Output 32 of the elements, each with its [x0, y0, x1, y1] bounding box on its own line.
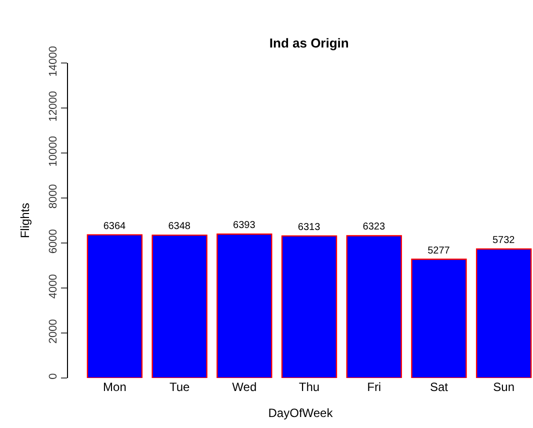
bar	[411, 258, 467, 378]
bar	[346, 235, 402, 378]
data-label: 6323	[362, 222, 386, 233]
x-tick-label: Fri	[367, 380, 382, 394]
y-tick-label: 14000	[48, 46, 60, 77]
x-tick-label: Sun	[493, 380, 514, 394]
bar	[281, 235, 338, 378]
bar	[86, 234, 143, 378]
y-tick-label: 8000	[48, 184, 60, 209]
y-tick-label: 12000	[48, 91, 60, 122]
y-tick-label: 2000	[48, 319, 60, 344]
x-tick-label: Tue	[169, 380, 190, 394]
y-axis-title: Flights	[18, 202, 32, 238]
bar	[216, 234, 272, 378]
data-label: 6313	[298, 222, 321, 233]
data-label: 6393	[233, 220, 256, 232]
bar	[152, 234, 208, 378]
y-tick-label: 4000	[48, 274, 60, 299]
y-tick-label: 10000	[48, 136, 60, 167]
data-label: 5732	[492, 235, 516, 246]
bar	[476, 248, 532, 378]
x-axis-title: DayOfWeek	[268, 406, 334, 420]
x-tick-label: Sat	[430, 380, 449, 394]
x-tick-label: Mon	[103, 380, 126, 394]
data-label: 5277	[428, 245, 450, 256]
y-tick-label: 0	[48, 373, 60, 380]
chart-title: Ind as Origin	[269, 35, 349, 50]
x-tick-label: Wed	[232, 380, 257, 394]
x-tick-label: Thu	[298, 380, 320, 394]
y-tick-label: 6000	[48, 229, 60, 254]
data-label: 6348	[168, 221, 191, 232]
data-label: 6364	[103, 220, 126, 232]
